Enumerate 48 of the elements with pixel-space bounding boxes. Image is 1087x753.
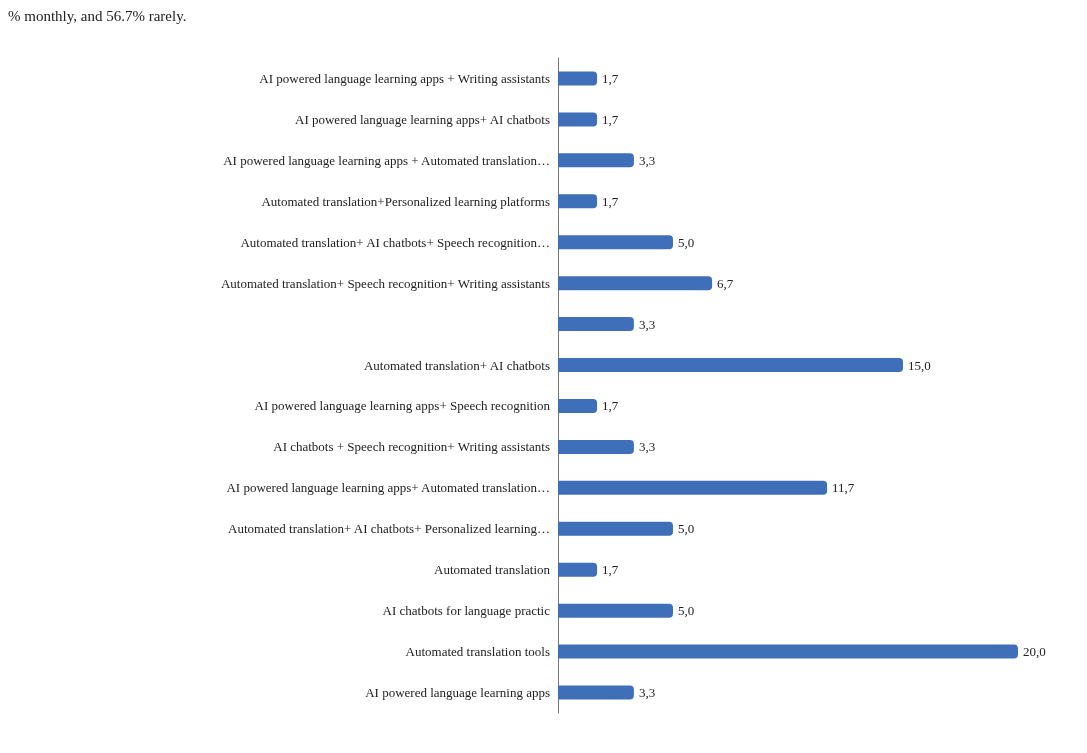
data-label: 20,0 [1023, 644, 1046, 660]
data-label: 1,7 [602, 398, 619, 414]
bar [558, 521, 673, 536]
data-label: 3,3 [638, 439, 656, 455]
data-label: 3,3 [638, 316, 656, 332]
data-label: 6,7 [717, 275, 734, 291]
data-label: 5,0 [678, 603, 695, 619]
bar [558, 112, 598, 127]
y-tick-label: Automated translation+ AI chatbots+ Personalized learning… [228, 521, 550, 537]
y-tick-label: AI powered language learning apps [365, 685, 550, 701]
bar [558, 562, 598, 577]
bar [558, 153, 634, 168]
data-label: 15,0 [908, 357, 931, 373]
y-tick-label: AI powered language learning apps+ Automated translation… [226, 480, 550, 496]
text: % monthly, and 56.7% rarely. [8, 7, 187, 24]
y-tick-label: AI powered language learning apps + Automated translation… [223, 152, 550, 168]
bar [558, 603, 673, 618]
data-label: 1,7 [602, 562, 619, 578]
bar [558, 480, 828, 495]
data-label: 5,0 [678, 234, 695, 250]
y-tick-label: AI chatbots for language practic [382, 603, 551, 619]
data-label: 11,7 [832, 480, 855, 496]
data-label: 3,3 [638, 685, 656, 701]
y-tick-label: Automated translation tools [405, 644, 550, 660]
y-tick-label: AI powered language learning apps+ AI chatbots [295, 111, 550, 127]
y-tick-label: Automated translation+ Speech recognition+ Writing assistants [220, 275, 550, 291]
data-label: 5,0 [678, 521, 695, 537]
data-label: 1,7 [602, 193, 619, 209]
y-tick-label: Automated translation+Personalized learning platforms [261, 193, 550, 209]
data-label: 1,7 [602, 111, 619, 127]
bar [558, 194, 598, 209]
y-tick-label: AI powered language learning apps+ Speech recognition [254, 398, 551, 414]
y-tick-label: Automated translation+ AI chatbots+ Speech recognition… [240, 234, 550, 250]
y-tick-label: Automated translation [434, 562, 551, 578]
bar [558, 439, 634, 454]
y-tick-label: AI powered language learning apps + Writing assistants [259, 70, 550, 86]
bar [558, 685, 634, 700]
bar [558, 235, 673, 250]
data-label: 3,3 [638, 152, 656, 168]
bar [558, 71, 598, 86]
bar [558, 276, 713, 291]
bar [558, 358, 903, 373]
bar [558, 317, 634, 332]
bar [558, 398, 598, 413]
y-tick-label: Automated translation+ AI chatbots [363, 357, 550, 373]
data-label: 1,7 [602, 70, 619, 86]
bar [558, 644, 1018, 659]
y-tick-label: AI chatbots + Speech recognition+ Writing assistants [273, 439, 550, 455]
